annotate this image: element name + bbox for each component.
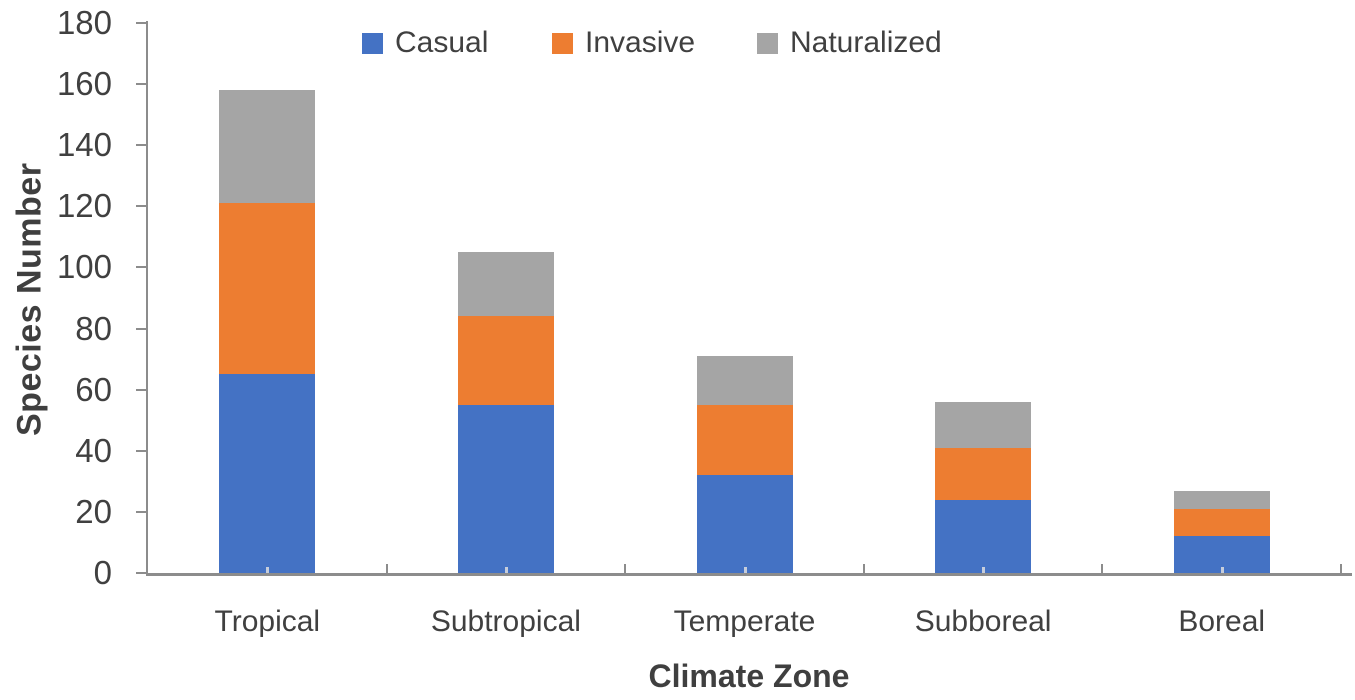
bar-boreal-casual: [1173, 536, 1270, 573]
y-axis-line: [146, 21, 148, 575]
y-axis-tick-label: 120: [56, 187, 112, 225]
y-axis-title: Species Number: [10, 162, 49, 436]
y-axis-tick: [136, 205, 148, 208]
bar-subtropical-naturalized: [457, 252, 554, 317]
bar-temperate-naturalized: [696, 356, 793, 405]
y-axis-tick-label: 0: [93, 554, 112, 591]
x-category-label-boreal: Boreal: [1178, 605, 1266, 638]
y-axis-tick: [136, 572, 148, 574]
x-axis-center-tick: [504, 567, 508, 573]
x-axis-boundary-tick: [1101, 564, 1104, 573]
bar-subboreal-casual: [935, 499, 1032, 573]
x-category-label-tropical: Tropical: [214, 605, 321, 638]
bar-tropical-naturalized: [219, 90, 316, 204]
x-category-label-temperate: Temperate: [673, 605, 816, 638]
legend-item-casual: Casual: [362, 26, 489, 59]
legend-item-naturalized: Naturalized: [757, 26, 942, 59]
x-axis-title: Climate Zone: [648, 658, 850, 694]
legend-label-naturalized: Naturalized: [790, 26, 942, 59]
x-axis-center-tick: [1220, 567, 1224, 573]
bar-temperate-casual: [696, 475, 793, 573]
x-axis-center-tick: [982, 567, 986, 573]
y-axis-tick: [136, 388, 148, 391]
x-axis-boundary-tick: [862, 564, 865, 573]
x-axis-center-tick: [266, 567, 270, 573]
x-axis-center-tick: [743, 567, 747, 573]
x-category-label-subboreal: Subboreal: [914, 605, 1052, 638]
y-axis-tick-label: 60: [75, 370, 112, 408]
legend-label-invasive: Invasive: [585, 26, 696, 59]
legend-label-casual: Casual: [395, 26, 489, 59]
legend-swatch-invasive-icon: [552, 32, 573, 54]
x-axis-boundary-tick: [624, 564, 627, 573]
bar-subtropical-casual: [457, 404, 554, 573]
y-axis-tick-label: 80: [75, 309, 112, 347]
y-axis-tick: [136, 144, 148, 147]
y-axis-tick: [136, 327, 148, 330]
y-axis-tick-label: 100: [56, 248, 112, 286]
y-axis-tick: [136, 22, 148, 24]
bar-tropical-casual: [219, 374, 316, 573]
y-axis-tick: [136, 449, 148, 452]
x-axis-boundary-tick: [1340, 564, 1342, 573]
bar-subboreal-invasive: [935, 447, 1032, 500]
y-axis-tick-label: 140: [56, 126, 112, 164]
y-axis-tick-label: 160: [56, 65, 112, 103]
bar-boreal-naturalized: [1173, 490, 1270, 509]
x-category-label-subtropical: Subtropical: [430, 605, 581, 638]
bar-subtropical-invasive: [457, 316, 554, 405]
bar-boreal-invasive: [1173, 508, 1270, 537]
bar-temperate-invasive: [696, 404, 793, 476]
y-axis-tick-label: 20: [75, 492, 112, 530]
x-axis-line: [146, 573, 1352, 576]
legend-swatch-naturalized-icon: [757, 32, 778, 54]
y-axis-tick: [136, 83, 148, 86]
y-axis-tick-label: 40: [75, 431, 112, 469]
legend-item-invasive: Invasive: [552, 26, 696, 59]
x-axis-boundary-tick: [385, 564, 388, 573]
legend-swatch-casual-icon: [362, 32, 383, 54]
y-axis-tick-label: 180: [56, 4, 112, 41]
y-axis-tick: [136, 266, 148, 269]
bar-subboreal-naturalized: [935, 401, 1032, 448]
bar-tropical-invasive: [219, 203, 316, 375]
y-axis-tick: [136, 510, 148, 513]
